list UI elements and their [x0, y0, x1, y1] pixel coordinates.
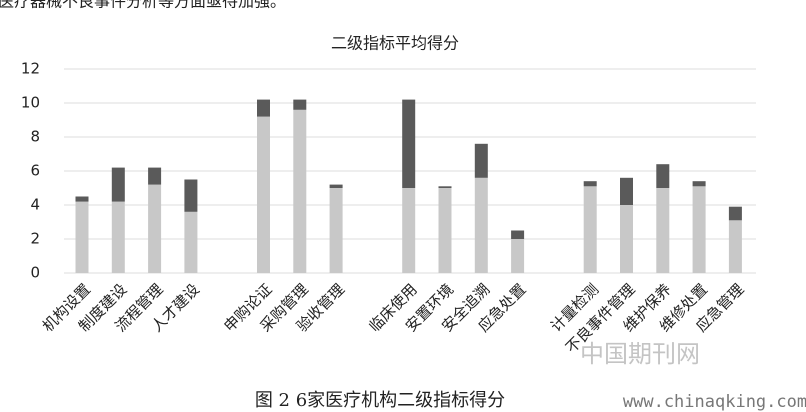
bar-segment [692, 181, 706, 187]
y-tick-label: 4 [30, 196, 40, 214]
chart-title: 二级指标平均得分 [331, 34, 459, 53]
y-tick-label: 6 [30, 162, 40, 180]
bar-segment [620, 177, 633, 205]
bar-segment [257, 116, 270, 273]
bar-segment [148, 167, 162, 185]
bar-segment [692, 186, 706, 273]
bar-segment [402, 188, 416, 273]
watermark-url: www.chinaqking.com [623, 392, 806, 412]
bar-segment [257, 99, 270, 117]
bar-segment [75, 201, 89, 273]
bar-segment [474, 143, 488, 178]
bar-segment [656, 164, 670, 188]
y-tick-label: 8 [30, 128, 40, 146]
bar-segment [728, 206, 742, 221]
bar-segment [184, 179, 198, 212]
header-text: 医疗器械不良事件分析等方面亟待加强。 [0, 0, 286, 11]
bar-segment [583, 181, 597, 187]
bar-segment [111, 167, 125, 202]
bar-segment [329, 188, 343, 273]
bar-segment [438, 188, 452, 273]
bar-segment [184, 211, 198, 273]
bar-segment [293, 109, 307, 273]
watermark-name: 中国期刊网 [580, 340, 700, 368]
y-tick-label: 0 [30, 264, 40, 282]
bar-segment [474, 177, 488, 273]
y-tick-label: 2 [30, 230, 40, 248]
bar-segment [620, 205, 633, 273]
bar-segment [329, 184, 343, 188]
bar-segment [583, 186, 597, 273]
bar-segment [402, 99, 416, 188]
bar-segment [656, 188, 670, 273]
bar-segment [75, 196, 89, 202]
bar-segment [511, 230, 525, 239]
bar-segment [148, 184, 162, 273]
bar-segment [438, 186, 452, 188]
y-tick-label: 12 [21, 60, 40, 78]
bar-segment [511, 239, 525, 273]
caption: 图 2 6家医疗机构二级指标得分 [255, 390, 505, 411]
bar-segment [728, 220, 742, 273]
bar-segment [111, 201, 125, 273]
y-tick-label: 10 [21, 94, 40, 112]
bar-segment [293, 99, 307, 110]
